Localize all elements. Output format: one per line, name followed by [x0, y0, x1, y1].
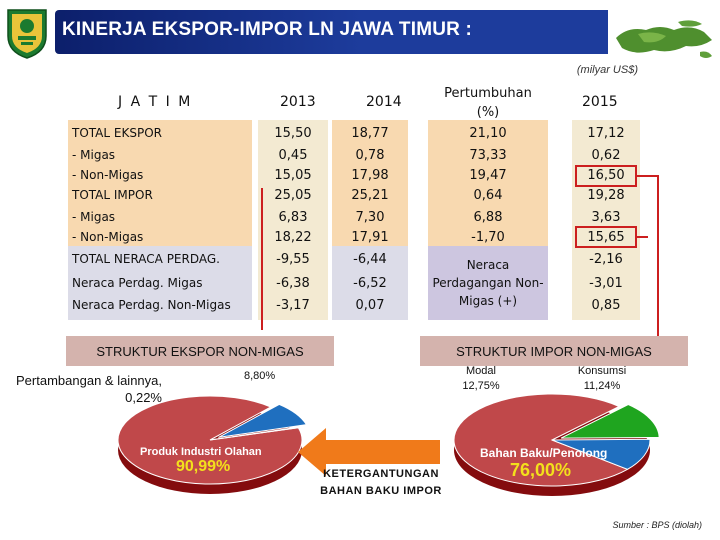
cell-2013: 6,83 — [278, 210, 308, 225]
cell-2014: -6,52 — [353, 276, 387, 291]
header: KINERJA EKSPOR-IMPOR LN JAWA TIMUR : — [0, 0, 720, 80]
cell-2015: 3,63 — [591, 210, 621, 225]
cell-2013: -6,38 — [276, 276, 310, 291]
header-2015: 2015 — [582, 94, 618, 110]
cell-2015: -2,16 — [589, 252, 623, 267]
import-pie-slice-0 — [453, 393, 629, 487]
cell-2013: 15,50 — [274, 126, 312, 141]
header-2013: 2013 — [280, 94, 316, 110]
growth-note-bg — [428, 246, 548, 320]
row-label: TOTAL IMPOR — [72, 188, 153, 202]
cell-2013: 0,45 — [278, 148, 308, 163]
col2014-bg-b — [332, 246, 408, 320]
dependency-arrow-icon — [298, 428, 440, 476]
cell-2015: 0,85 — [591, 298, 621, 313]
export-pie-slice-1 — [218, 403, 308, 438]
import-pie — [453, 393, 660, 496]
growth-note: Neraca Perdagangan Non-Migas (+) — [432, 258, 544, 308]
cell-2014: 0,78 — [355, 148, 385, 163]
import-slice-label-bahan: Bahan Baku/Penolong — [480, 446, 608, 460]
cell-2015: 17,12 — [587, 126, 625, 141]
unit-label: (milyar US$) — [576, 64, 638, 76]
cell-2014: 17,98 — [351, 168, 389, 183]
export-slice-label-8-80: 8,80% — [244, 370, 276, 382]
row-label: TOTAL NERACA PERDAG. — [72, 252, 220, 266]
header-2014: 2014 — [366, 94, 402, 110]
col2015-bg — [572, 120, 640, 320]
row-label: Neraca Perdag. Migas — [72, 276, 203, 290]
cell-2013: 15,05 — [274, 168, 312, 183]
row-label: - Migas — [72, 148, 116, 162]
jatim-emblem-icon — [7, 9, 47, 59]
import-structure-banner: STRUKTUR IMPOR NON-MIGAS — [420, 336, 688, 366]
cell-2013: -3,17 — [276, 298, 310, 313]
export-structure-banner: STRUKTUR EKSPOR NON-MIGAS — [66, 336, 334, 366]
export-pie-slice-0 — [117, 395, 303, 485]
export-slice-label-industri: Produk Industri Olahan — [140, 446, 262, 458]
cell-2014: -6,44 — [353, 252, 387, 267]
col2013-bg — [258, 120, 328, 320]
cell-2013: 25,05 — [274, 188, 312, 203]
cell-growth: 0,64 — [473, 188, 503, 203]
cell-growth: 6,88 — [473, 210, 503, 225]
title-bar — [55, 10, 613, 54]
cell-2015: -3,01 — [589, 276, 623, 291]
import-pie-slice-1 — [560, 404, 660, 439]
cell-2015: 0,62 — [591, 148, 621, 163]
cell-2013: -9,55 — [276, 252, 310, 267]
cell-2014: 25,21 — [351, 188, 389, 203]
cell-2014: 18,77 — [351, 126, 389, 141]
cell-2014: 7,30 — [355, 210, 385, 225]
import-slice-label-modal: Modal 12,75% — [462, 365, 500, 392]
source-note: Sumber : BPS (diolah) — [612, 520, 702, 530]
row-label: - Migas — [72, 210, 116, 224]
jatim-map-icon — [608, 4, 718, 80]
cell-2015: 19,28 — [587, 188, 625, 203]
export-slice-label-mining: Pertambangan & lainnya, 0,22% — [16, 373, 162, 405]
col2014-bg-a — [332, 120, 408, 246]
cell-growth: -1,70 — [471, 230, 505, 245]
row-label: - Non-Migas — [72, 168, 144, 182]
export-slice-value-industri: 90,99% — [176, 458, 231, 475]
dependency-caption: KETERGANTUNGAN BAHAN BAKU IMPOR — [320, 468, 442, 497]
label-column-bg-a — [68, 120, 252, 246]
import-slice-value-bahan: 76,00% — [510, 460, 572, 480]
label-column-bg-b — [68, 246, 252, 320]
row-label: Neraca Perdag. Non-Migas — [72, 298, 231, 312]
import-slice-label-konsumsi: Konsumsi 11,24% — [577, 365, 627, 392]
cell-2014: 17,91 — [351, 230, 389, 245]
growth-bg — [428, 120, 548, 246]
cell-2014: 0,07 — [355, 298, 385, 313]
page-title: KINERJA EKSPOR-IMPOR LN JAWA TIMUR : — [62, 19, 473, 40]
row-label: - Non-Migas — [72, 230, 144, 244]
cell-growth: 19,47 — [469, 168, 507, 183]
header-growth: Pertumbuhan (%) — [444, 86, 532, 120]
cell-growth: 21,10 — [469, 126, 507, 141]
header-jatim: J A T I M — [118, 94, 193, 110]
export-pie — [117, 395, 308, 494]
cell-growth: 73,33 — [469, 148, 507, 163]
import-pie-slice-2 — [551, 438, 651, 470]
row-label: TOTAL EKSPOR — [72, 126, 162, 140]
cell-2013: 18,22 — [274, 230, 312, 245]
export-pie-slice-2 — [209, 426, 300, 441]
